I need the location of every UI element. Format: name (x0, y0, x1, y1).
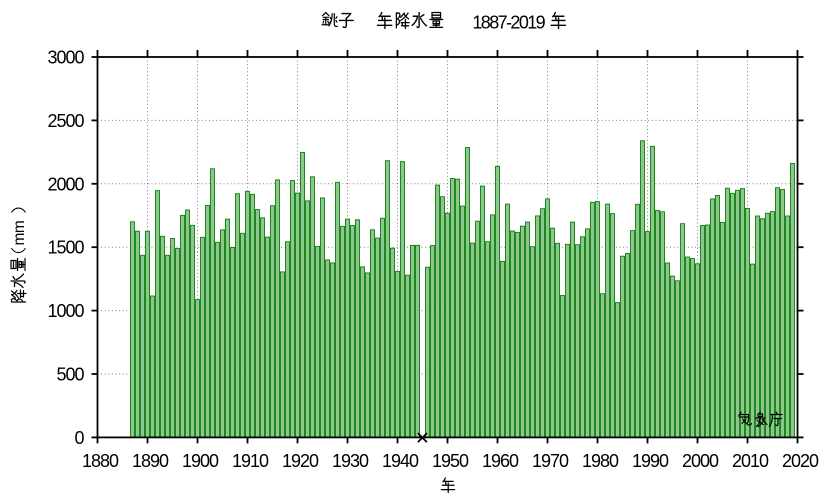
svg-text:1880: 1880 (82, 451, 119, 471)
svg-text:1970: 1970 (532, 451, 569, 471)
svg-text:1900: 1900 (182, 451, 219, 471)
svg-text:1980: 1980 (582, 451, 619, 471)
svg-text:mm: mm (11, 221, 28, 246)
svg-text:0: 0 (74, 428, 84, 448)
svg-text:1930: 1930 (332, 451, 369, 471)
svg-text:2500: 2500 (47, 111, 84, 131)
svg-text:2000: 2000 (682, 451, 719, 471)
svg-text:1960: 1960 (482, 451, 519, 471)
svg-text:2010: 2010 (732, 451, 769, 471)
svg-text:2000: 2000 (47, 174, 84, 194)
svg-text:1890: 1890 (132, 451, 169, 471)
svg-text:1500: 1500 (47, 238, 84, 258)
svg-text:1000: 1000 (47, 301, 84, 321)
svg-text:1887-2019: 1887-2019 (472, 13, 545, 33)
svg-text:1920: 1920 (282, 451, 319, 471)
svg-text:3000: 3000 (47, 48, 84, 68)
svg-text:1910: 1910 (232, 451, 269, 471)
svg-text:500: 500 (56, 365, 84, 385)
svg-text:1990: 1990 (632, 451, 669, 471)
svg-text:1950: 1950 (432, 451, 469, 471)
svg-text:1940: 1940 (382, 451, 419, 471)
svg-text:2020: 2020 (782, 451, 819, 471)
